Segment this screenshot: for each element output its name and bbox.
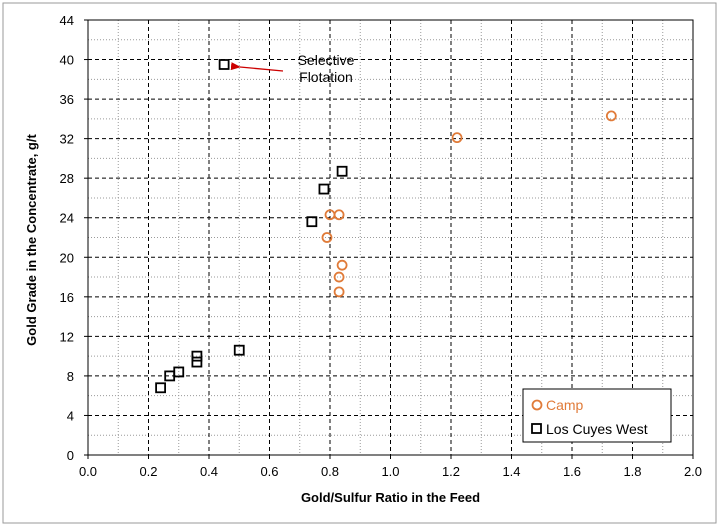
- camp-point-4: [333, 271, 345, 283]
- legend-camp-marker: [531, 399, 543, 411]
- los-cuyes-west-point-3: [306, 216, 318, 228]
- los-cuyes-west-point-9: [155, 382, 167, 394]
- legend: Camp Los Cuyes West: [522, 388, 672, 443]
- y-tick-label-9: 36: [60, 92, 74, 107]
- legend-los-cuyes-marker: [531, 423, 542, 434]
- x-tick-label-4: 0.8: [321, 464, 339, 479]
- y-tick-label-0: 0: [67, 448, 74, 463]
- x-tick-label-2: 0.4: [200, 464, 218, 479]
- los-cuyes-west-point-5: [191, 350, 203, 362]
- los-cuyes-west-point-1: [336, 165, 348, 177]
- camp-point-1: [333, 209, 345, 221]
- annotation-arrow: [230, 62, 284, 72]
- data-points: [155, 59, 617, 394]
- x-tick-label-9: 1.8: [623, 464, 641, 479]
- y-tick-label-2: 8: [67, 369, 74, 384]
- camp-point-5: [333, 286, 345, 298]
- x-axis-label: Gold/Sulfur Ratio in the Feed: [301, 490, 480, 505]
- x-tick-label-6: 1.2: [442, 464, 460, 479]
- y-tick-label-1: 4: [67, 408, 74, 423]
- annotation-line-2: Flotation: [299, 69, 353, 85]
- y-tick-label-4: 16: [60, 290, 74, 305]
- y-tick-label-8: 32: [60, 132, 74, 147]
- x-tick-label-10: 2.0: [684, 464, 702, 479]
- y-tick-label-3: 12: [60, 329, 74, 344]
- y-tick-label-5: 20: [60, 250, 74, 265]
- los-cuyes-west-point-2: [318, 183, 330, 195]
- los-cuyes-west-point-0: [218, 59, 230, 70]
- legend-box: [522, 388, 672, 443]
- camp-point-7: [605, 110, 617, 122]
- x-tick-label-5: 1.0: [381, 464, 399, 479]
- major-gridlines: [88, 20, 693, 455]
- x-tick-label-7: 1.4: [502, 464, 520, 479]
- los-cuyes-west-point-8: [164, 370, 176, 382]
- y-tick-label-11: 44: [60, 13, 74, 28]
- annotation-line-1: Selective: [298, 52, 355, 68]
- x-tick-label-3: 0.6: [260, 464, 278, 479]
- camp-point-6: [451, 132, 463, 144]
- x-axis-ticks: 0.0 0.2 0.4 0.6 0.8 1.0 1.2 1.4 1.6 1.8 2.0: [79, 455, 702, 479]
- legend-camp-label: Camp: [546, 397, 584, 413]
- los-cuyes-west-point-4: [233, 344, 245, 356]
- selective-flotation-annotation: Selective Flotation: [230, 52, 355, 85]
- x-tick-label-8: 1.6: [563, 464, 581, 479]
- y-tick-label-10: 40: [60, 53, 74, 68]
- y-tick-label-7: 28: [60, 171, 74, 186]
- los-cuyes-west-point-6: [191, 356, 203, 368]
- legend-los-cuyes-label: Los Cuyes West: [546, 421, 648, 437]
- y-axis-label: Gold Grade in the Concentrate, g/t: [24, 134, 39, 346]
- y-tick-label-6: 24: [60, 211, 74, 226]
- camp-point-2: [321, 232, 333, 243]
- y-axis-ticks: 0 4 8 12 16 20 24 28 32 36 40 44: [60, 13, 88, 463]
- x-tick-label-1: 0.2: [139, 464, 157, 479]
- camp-point-3: [336, 259, 348, 271]
- x-tick-label-0: 0.0: [79, 464, 97, 479]
